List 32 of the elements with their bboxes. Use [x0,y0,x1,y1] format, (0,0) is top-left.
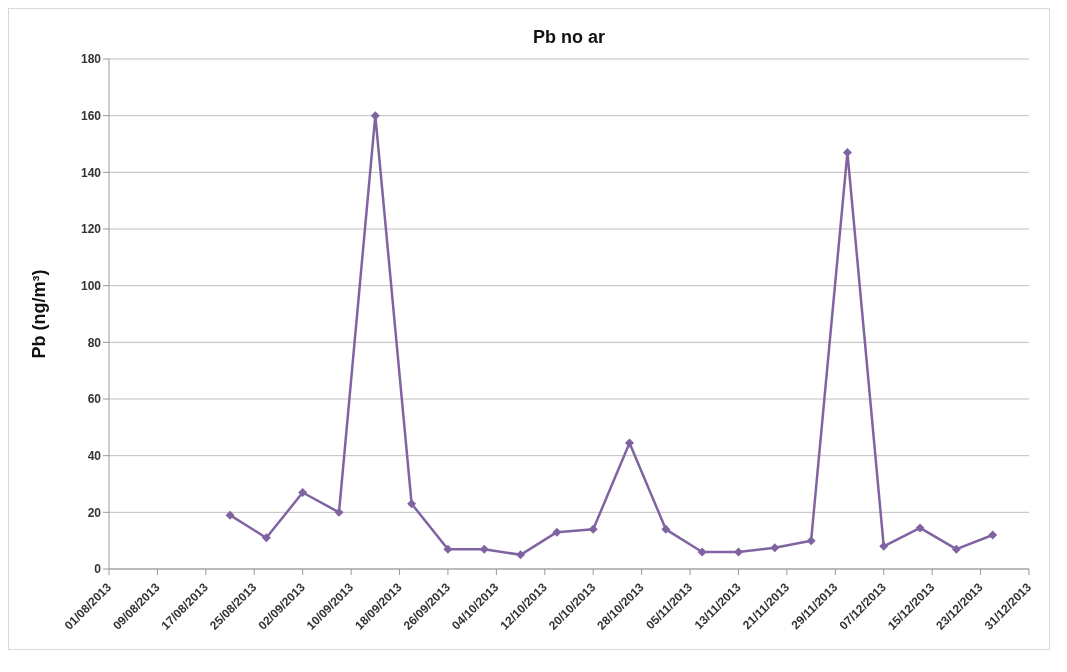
point [625,438,635,448]
point [225,510,235,520]
y-tick-label: 160 [80,108,102,123]
point [479,544,489,554]
point [516,550,526,560]
y-tick-label: 80 [87,335,102,350]
point [842,148,852,157]
y-tick-label: 180 [80,52,102,67]
y-tick-label: 60 [87,392,102,407]
point [697,547,707,557]
y-axis-title: Pb (ng/m³) [29,269,50,359]
point [951,544,961,554]
y-tick-label: 100 [80,278,102,293]
point [334,507,344,517]
point [443,544,453,554]
y-tick-label: 120 [80,222,102,237]
point [770,543,780,553]
point [879,541,889,551]
y-tick-label: 0 [94,562,102,577]
point [988,530,998,540]
point [298,488,308,497]
y-tick-label: 40 [87,448,102,463]
chart-title: Pb no ar [532,27,606,48]
point [915,523,925,533]
y-tick-label: 140 [80,165,102,180]
point [407,499,417,509]
y-tick-label: 20 [87,505,102,520]
point [806,536,816,546]
point [661,524,671,534]
point [261,533,271,543]
point [552,527,562,537]
point [588,524,598,534]
